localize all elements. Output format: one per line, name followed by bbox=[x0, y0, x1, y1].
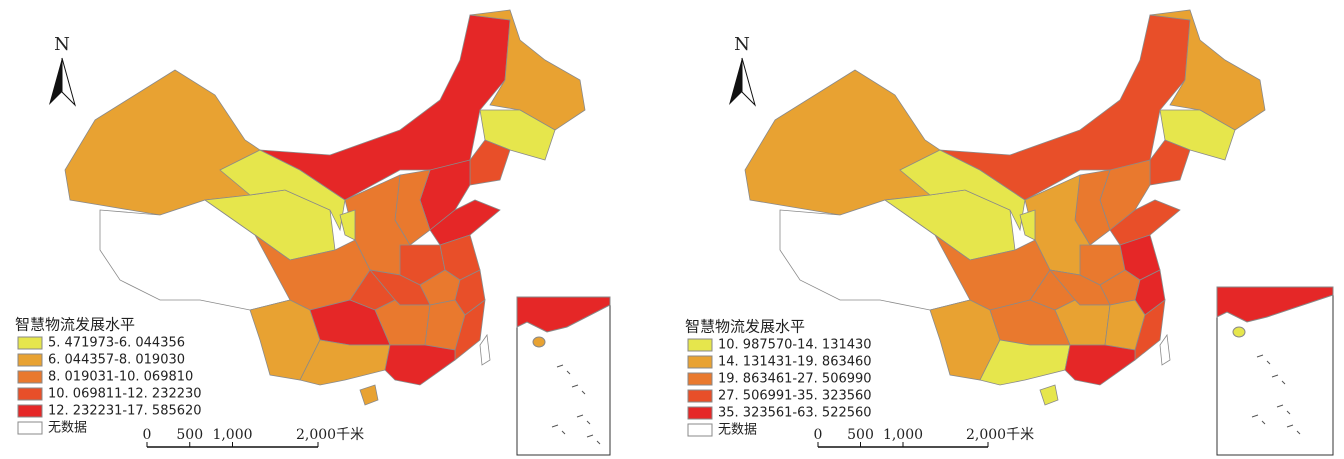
scale-label: 2,000千米 bbox=[966, 427, 1034, 443]
province bbox=[1149, 9, 1266, 131]
china-map bbox=[744, 9, 1266, 406]
inset-islands bbox=[1271, 374, 1286, 385]
inset-land bbox=[1216, 286, 1334, 323]
province bbox=[64, 69, 261, 216]
legend-swatch bbox=[17, 387, 43, 401]
province bbox=[744, 69, 941, 216]
scale-label: 500 bbox=[847, 427, 874, 443]
inset-islands bbox=[571, 384, 586, 395]
province bbox=[479, 333, 491, 366]
province bbox=[1134, 299, 1166, 361]
north-arrow bbox=[61, 57, 76, 107]
legend-label: 27. 506991-35. 323560 bbox=[718, 389, 872, 404]
province bbox=[384, 344, 456, 386]
legend-title: 智慧物流发展水平 bbox=[15, 316, 135, 334]
province bbox=[339, 209, 356, 241]
inset-islands bbox=[586, 434, 601, 445]
inset-islands bbox=[1251, 414, 1266, 425]
province bbox=[1039, 384, 1059, 406]
legend-label: 6. 044357-8. 019030 bbox=[48, 353, 185, 368]
legend-label: 35. 323561-63. 522560 bbox=[718, 406, 872, 421]
north-label: N bbox=[734, 34, 750, 55]
china-map bbox=[64, 9, 586, 406]
legend-title: 智慧物流发展水平 bbox=[685, 318, 805, 336]
north-label: N bbox=[54, 34, 70, 55]
legend-swatch bbox=[687, 355, 713, 369]
legend-label: 8. 019031-10. 069810 bbox=[48, 370, 193, 385]
province bbox=[1064, 344, 1136, 386]
inset-islands bbox=[576, 414, 591, 425]
inset-islands bbox=[1286, 424, 1301, 435]
legend-label: 5. 471973-6. 044356 bbox=[48, 336, 185, 351]
legend-swatch bbox=[687, 406, 713, 420]
province bbox=[1019, 209, 1036, 241]
inset-island bbox=[532, 336, 546, 348]
inset-islands bbox=[1256, 354, 1271, 365]
north-arrow bbox=[49, 58, 62, 105]
map-panel: N 智慧物流发展水平 5. 471973-6. 044356 6. 044357-8.… bbox=[15, 9, 611, 456]
scale-label: 0 bbox=[814, 427, 823, 443]
legend-swatch bbox=[687, 372, 713, 386]
north-arrow bbox=[741, 57, 756, 107]
legend-label: 14. 131431-19. 863460 bbox=[718, 355, 872, 370]
scale-label: 0 bbox=[143, 427, 152, 443]
province bbox=[359, 384, 379, 406]
legend-swatch bbox=[17, 336, 43, 350]
legend-swatch bbox=[17, 353, 43, 367]
province bbox=[469, 9, 586, 131]
scale-label: 1,000 bbox=[883, 427, 923, 443]
scale-label: 500 bbox=[176, 427, 203, 443]
legend-label: 12. 232231-17. 585620 bbox=[48, 404, 202, 419]
legend-swatch bbox=[687, 423, 713, 437]
map-panel: N 智慧物流发展水平 10. 987570-14. 131430 14. 131431… bbox=[685, 9, 1334, 456]
province bbox=[454, 299, 486, 361]
inset-land bbox=[516, 296, 611, 333]
inset-islands bbox=[551, 424, 566, 435]
legend-swatch bbox=[687, 338, 713, 352]
legend-label: 10. 069811-12. 232230 bbox=[48, 387, 202, 402]
legend-swatch bbox=[17, 421, 43, 435]
legend-label: 10. 987570-14. 131430 bbox=[718, 338, 872, 353]
legend-swatch bbox=[17, 370, 43, 384]
legend-label: 19. 863461-27. 506990 bbox=[718, 372, 872, 387]
inset-island bbox=[1232, 326, 1246, 338]
scale-label: 2,000千米 bbox=[296, 427, 364, 443]
legend-swatch bbox=[687, 389, 713, 403]
legend-swatch bbox=[17, 404, 43, 418]
legend-label: 无数据 bbox=[48, 421, 87, 436]
north-arrow bbox=[729, 58, 742, 105]
inset-islands bbox=[556, 364, 571, 375]
province bbox=[1159, 333, 1171, 366]
inset-islands bbox=[1276, 404, 1291, 415]
scale-label: 1,000 bbox=[212, 427, 252, 443]
legend-label: 无数据 bbox=[718, 423, 757, 438]
